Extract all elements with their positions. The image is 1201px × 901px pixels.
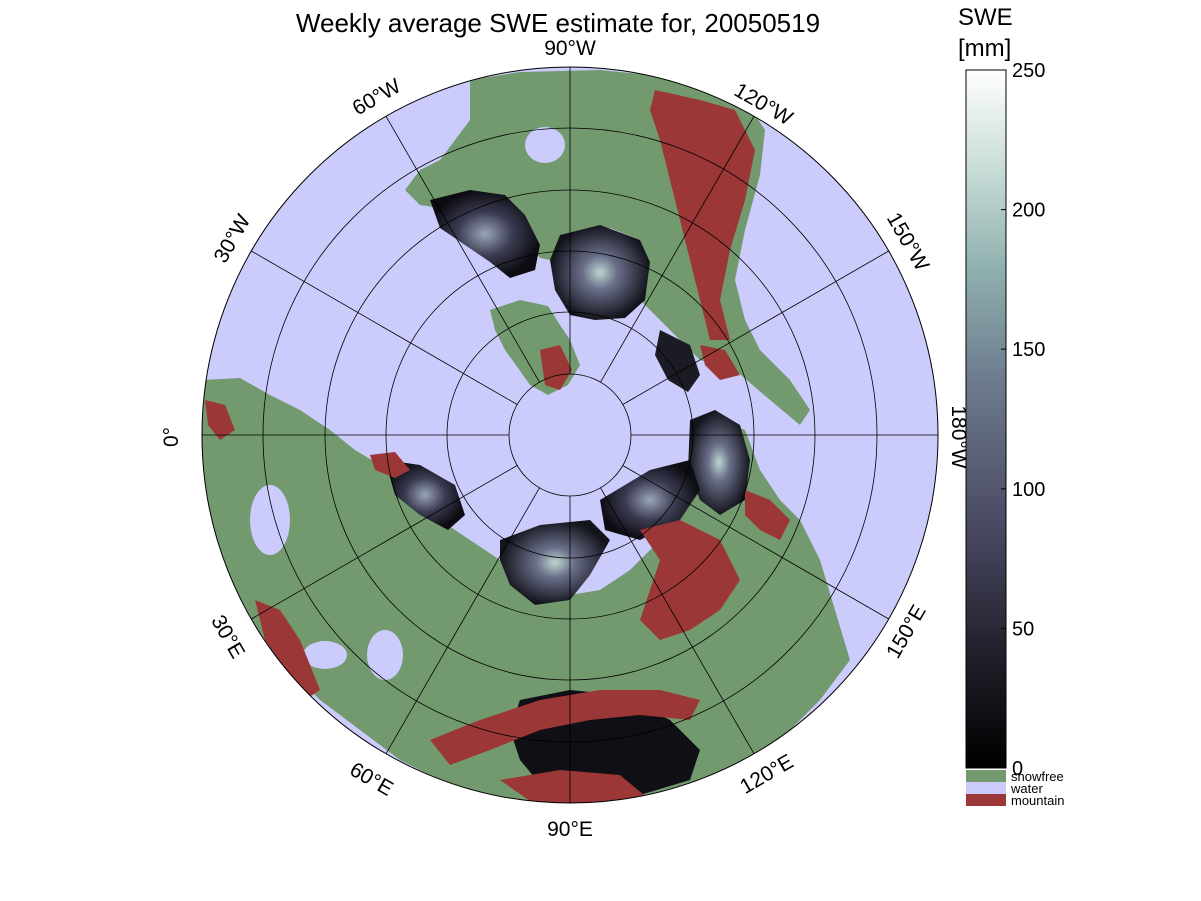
colorbar-tick-label: 100 (1012, 479, 1045, 501)
black-sea-water (303, 641, 347, 669)
mountain-himalaya (430, 690, 700, 765)
mountain-east-siberia (640, 520, 740, 640)
snow-alaska (655, 330, 700, 392)
legend-mountain-swatch (966, 794, 1006, 806)
colorbar-label-units: [mm] (958, 35, 1011, 62)
longitude-line (385, 487, 540, 754)
snow-siberia-north (600, 460, 700, 540)
label-30e: 30°E (206, 611, 249, 662)
hudson-water (525, 127, 565, 163)
snow-chukotka (688, 410, 750, 515)
snow-canada-arctic (550, 225, 650, 320)
mountain-rockies (650, 90, 755, 340)
map-border (201, 66, 939, 804)
snow-canada-east (430, 190, 540, 278)
snow-scandinavia (385, 460, 465, 530)
colorbar-tick-label: 200 (1012, 200, 1045, 222)
legend-snowfree-swatch (966, 770, 1006, 782)
colorbar-gradient (965, 69, 1007, 769)
colorbar-tick-label: 250 (1012, 60, 1045, 82)
longitude-line (251, 465, 518, 620)
legend-snowfree-label: snowfree (1011, 769, 1064, 784)
longitude-line (622, 250, 889, 405)
longitude-line (600, 116, 755, 383)
mountain-scandinavia (370, 452, 410, 478)
baltic-water (250, 485, 290, 555)
label-90e: 90°E (547, 818, 593, 841)
snow-taimyr (500, 520, 610, 605)
legend-water-label: water (1010, 781, 1043, 796)
label-180w: 180°W (947, 405, 970, 468)
label-0: 0° (160, 427, 183, 447)
legend-water-swatch (966, 782, 1006, 794)
legend-mountain-label: mountain (1011, 793, 1064, 808)
colorbar-tick-label: 0 (1012, 758, 1023, 780)
longitude-line (622, 465, 889, 620)
mountain-spain-west (205, 400, 235, 440)
label-90w: 90°W (544, 37, 596, 60)
mountain-greenland (540, 345, 572, 390)
mountain-kamchatka (745, 490, 790, 540)
colorbar-tick-label: 50 (1012, 618, 1034, 640)
colorbar-tick-label: 150 (1012, 339, 1045, 361)
longitude-line (600, 487, 755, 754)
caspian-water (367, 630, 403, 680)
longitude-line (385, 116, 540, 383)
longitude-lines (202, 67, 938, 803)
mountain-urals-alps (255, 600, 320, 700)
map-title: Weekly average SWE estimate for, 2005051… (296, 8, 820, 38)
polar-map (202, 67, 938, 803)
mountain-china-south (500, 770, 650, 803)
longitude-line (251, 250, 518, 405)
colorbar-label-swe: SWE (958, 4, 1013, 31)
colorbar-ticks: 0 50 100 150 200 250 (1001, 60, 1045, 780)
label-60e: 60°E (346, 758, 397, 801)
